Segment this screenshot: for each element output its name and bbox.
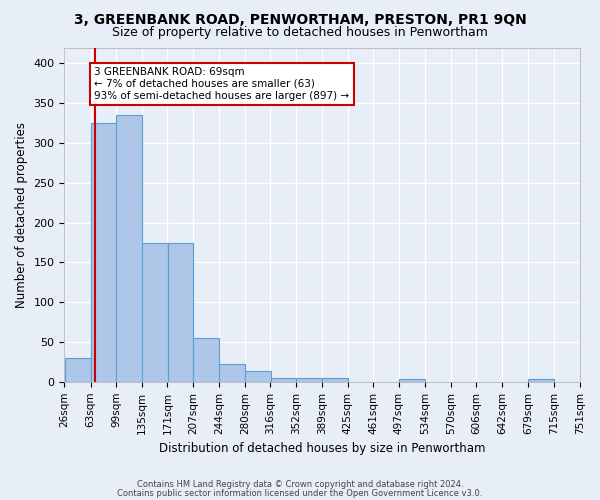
Bar: [245, 370, 271, 382]
Bar: [167, 242, 193, 382]
Bar: [399, 378, 425, 382]
Bar: [142, 242, 168, 382]
Text: Contains HM Land Registry data © Crown copyright and database right 2024.: Contains HM Land Registry data © Crown c…: [137, 480, 463, 489]
Text: Contains public sector information licensed under the Open Government Licence v3: Contains public sector information licen…: [118, 489, 482, 498]
X-axis label: Distribution of detached houses by size in Penwortham: Distribution of detached houses by size …: [159, 442, 485, 455]
Bar: [322, 378, 349, 382]
Bar: [296, 378, 322, 382]
Text: Size of property relative to detached houses in Penwortham: Size of property relative to detached ho…: [112, 26, 488, 39]
Text: 3 GREENBANK ROAD: 69sqm
← 7% of detached houses are smaller (63)
93% of semi-det: 3 GREENBANK ROAD: 69sqm ← 7% of detached…: [94, 68, 349, 100]
Bar: [65, 358, 91, 382]
Bar: [91, 123, 117, 382]
Y-axis label: Number of detached properties: Number of detached properties: [15, 122, 28, 308]
Bar: [271, 378, 296, 382]
Bar: [220, 364, 245, 382]
Text: 3, GREENBANK ROAD, PENWORTHAM, PRESTON, PR1 9QN: 3, GREENBANK ROAD, PENWORTHAM, PRESTON, …: [74, 12, 526, 26]
Bar: [193, 338, 219, 382]
Bar: [529, 380, 554, 382]
Bar: [116, 115, 142, 382]
